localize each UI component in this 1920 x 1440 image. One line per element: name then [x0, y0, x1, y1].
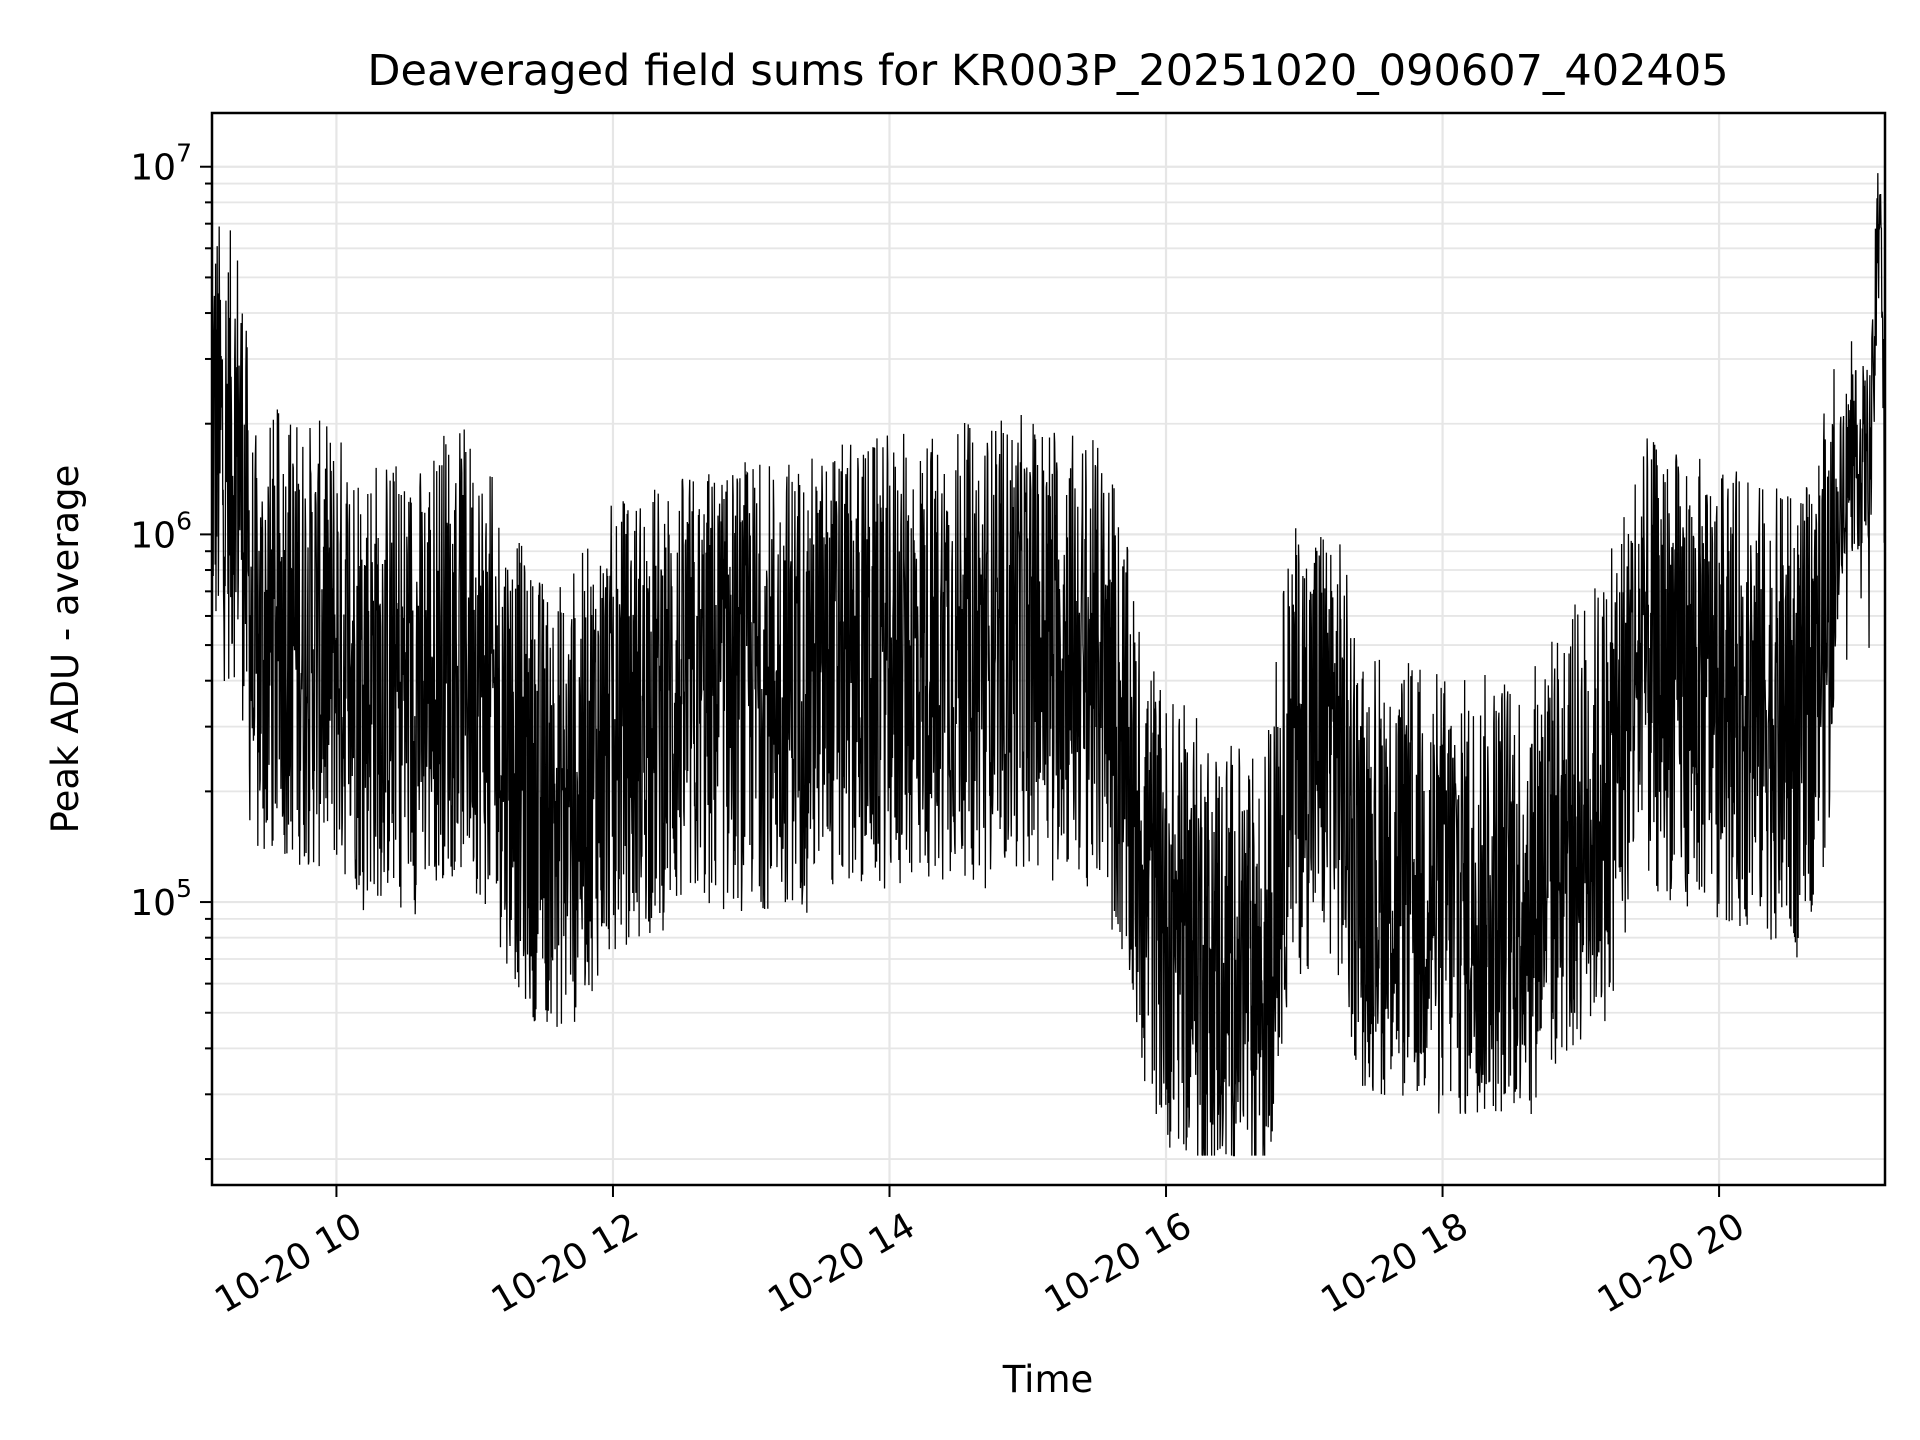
plot-area: [212, 173, 1885, 1157]
y-tick-label: 106: [130, 506, 192, 556]
series-line: [212, 173, 1885, 1157]
chart-title: Deaveraged field sums for KR003P_2025102…: [367, 46, 1728, 96]
series-layer: [212, 173, 1885, 1157]
y-tick-label: 107: [130, 139, 192, 189]
y-tick-label: 105: [130, 874, 192, 924]
y-axis-label: Peak ADU - average: [44, 465, 87, 834]
y-axis: 105 106 107: [130, 139, 212, 1161]
x-axis-label: Time: [1002, 1358, 1094, 1401]
plot-frame: [210, 111, 1887, 1187]
